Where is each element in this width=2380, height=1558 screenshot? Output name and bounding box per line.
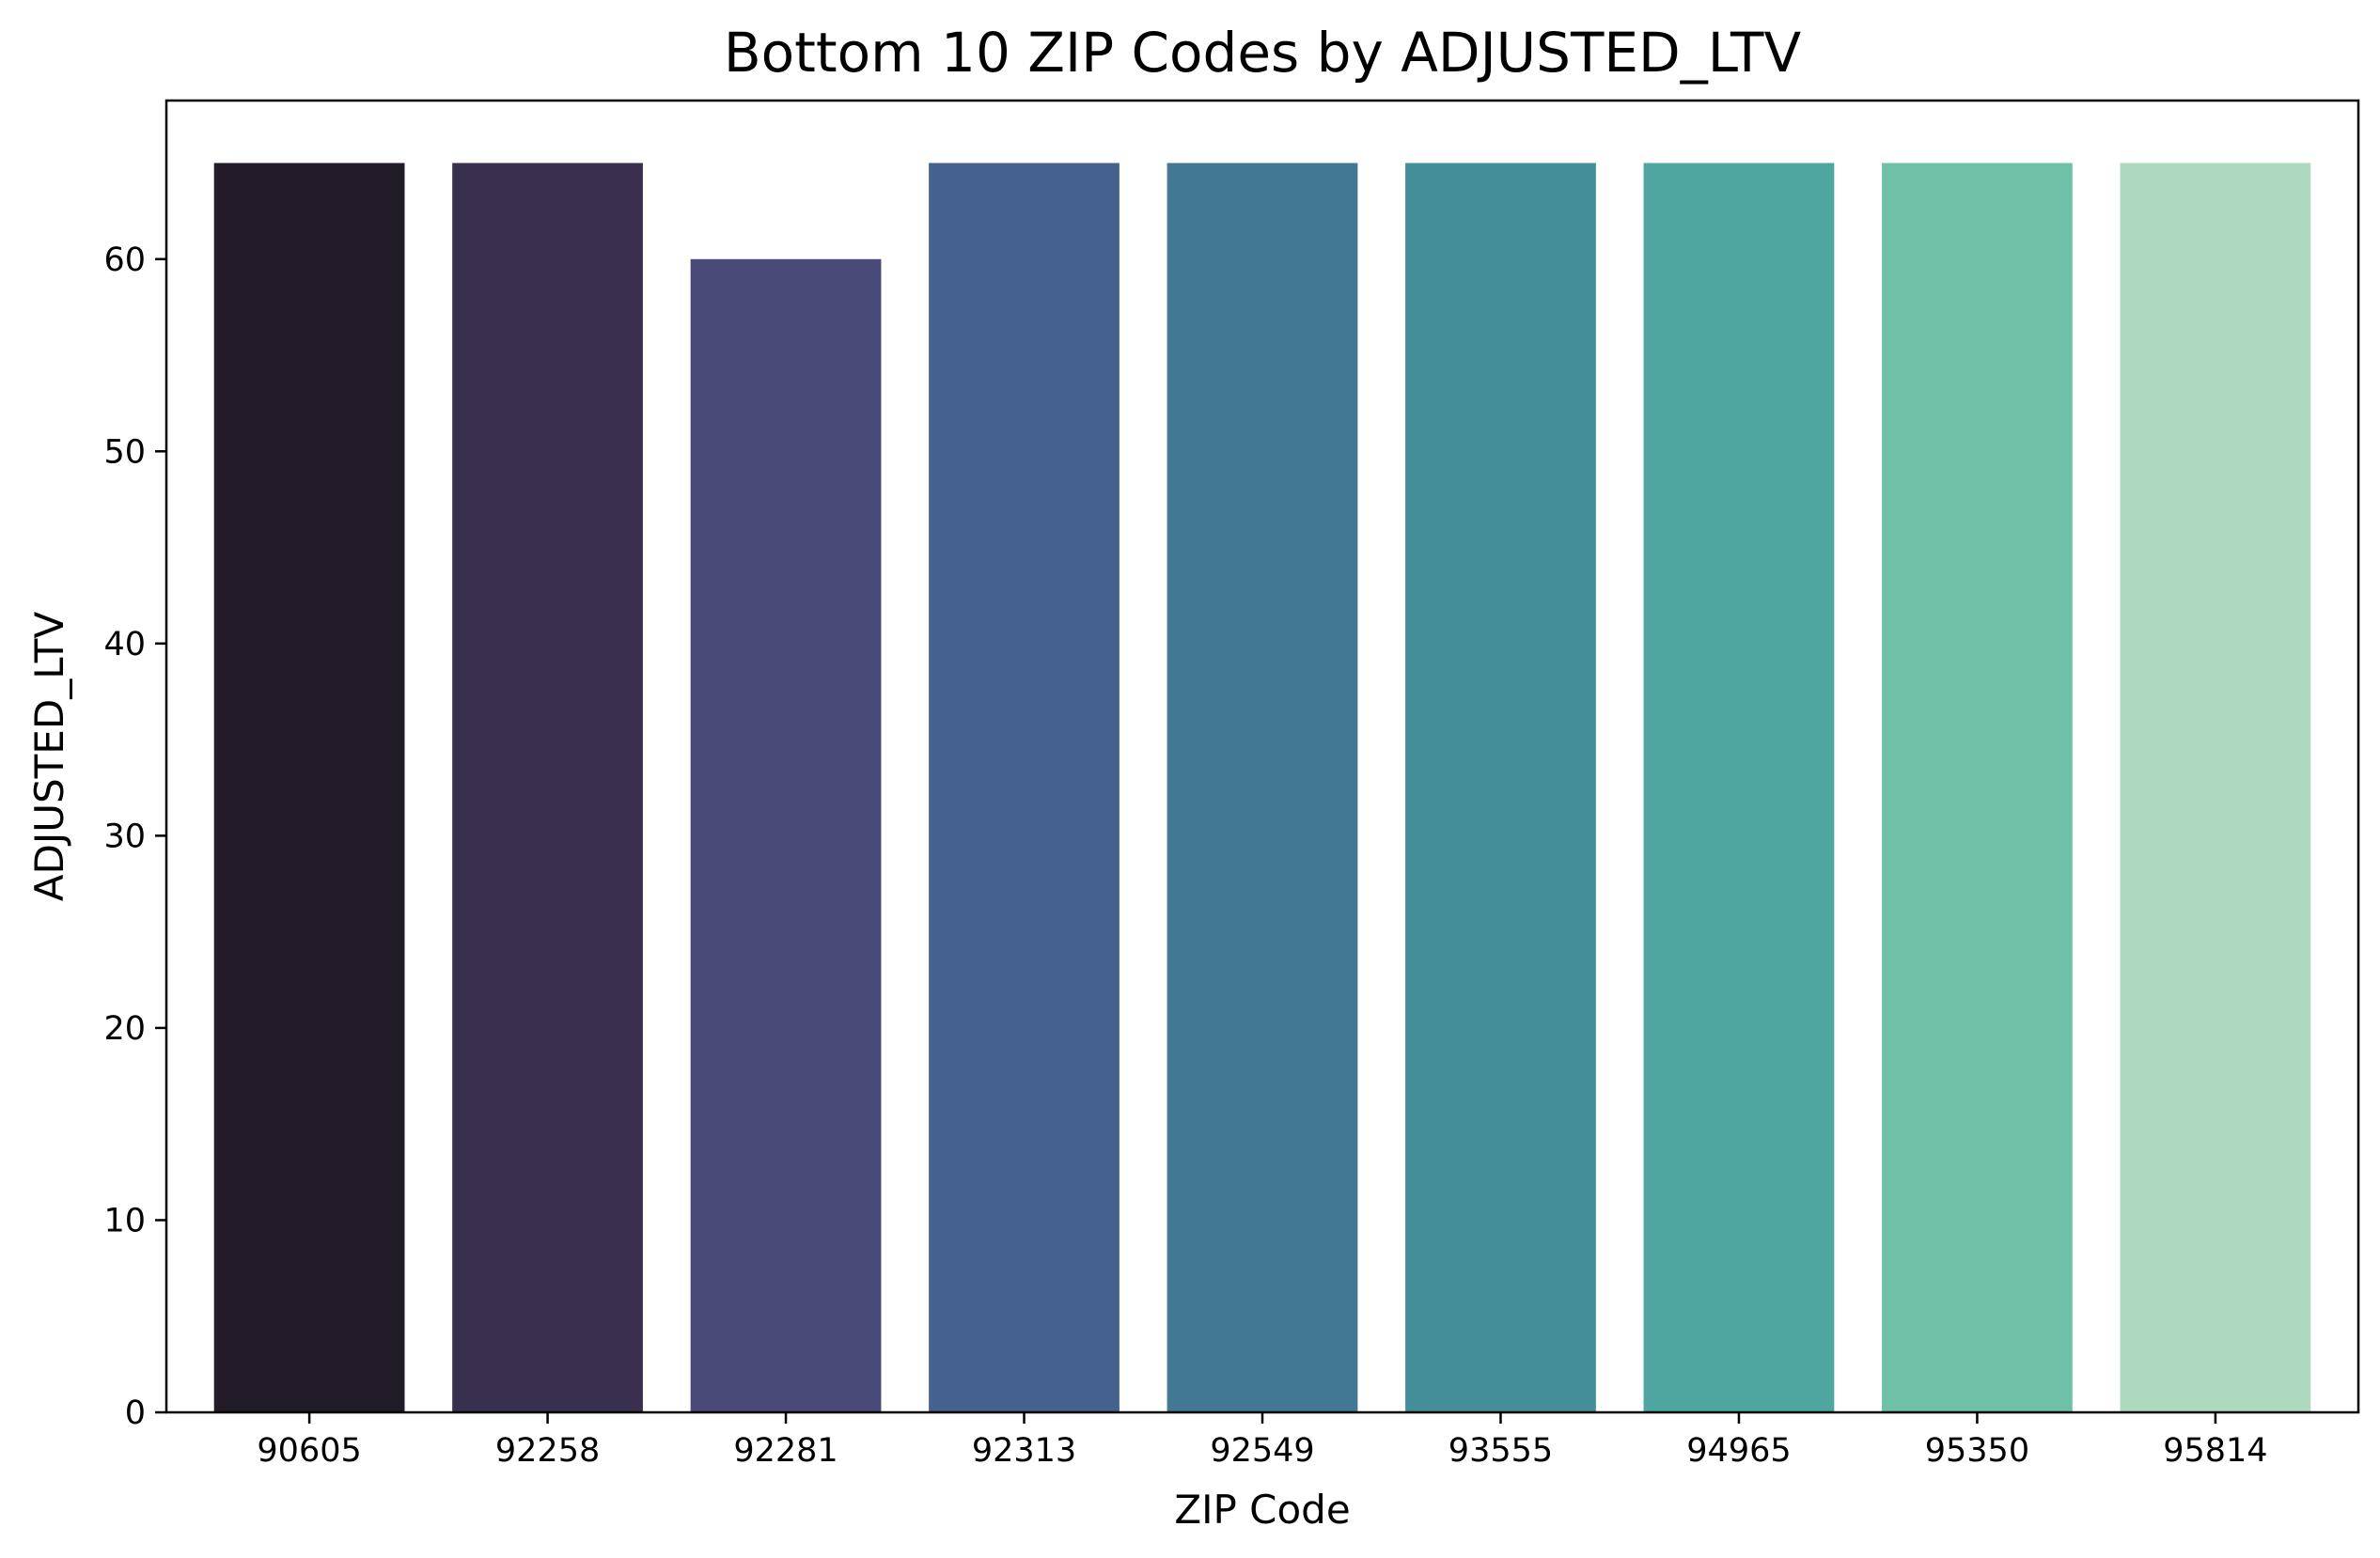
x-tick-label: 92258 [495,1432,600,1470]
y-axis-label: ADJUSTED_LTV [26,612,72,902]
x-tick-label: 95350 [1925,1432,2029,1470]
bar-90605 [213,163,405,1413]
y-tick-label: 0 [125,1394,146,1432]
x-axis-ticks: 90605 92258 92281 92313 92549 93555 94965 95350… [257,1412,2268,1470]
y-tick-label: 30 [103,818,146,855]
bar-95814 [2120,163,2311,1413]
y-tick-label: 40 [103,626,146,663]
bar-95350 [1882,163,2073,1413]
x-axis-label: ZIP Code [1174,1487,1350,1533]
x-tick-label: 95814 [2163,1432,2267,1470]
bars-group [213,163,2311,1413]
bar-92258 [452,163,643,1413]
bar-94965 [1643,163,1835,1413]
y-tick-label: 10 [103,1202,146,1239]
x-tick-label: 94965 [1686,1432,1791,1470]
y-tick-label: 60 [103,241,146,279]
y-axis-ticks: 0 10 20 30 40 50 60 [103,241,166,1432]
bar-92313 [929,163,1120,1413]
x-tick-label: 90605 [257,1432,361,1470]
chart-title: Bottom 10 ZIP Codes by ADJUSTED_LTV [724,21,1802,85]
x-tick-label: 92313 [972,1432,1076,1470]
x-tick-label: 92549 [1210,1432,1314,1470]
x-tick-label: 92281 [733,1432,838,1470]
plot-area-frame [164,99,2360,1414]
bar-92549 [1167,163,1358,1413]
bar-92281 [690,258,882,1412]
x-tick-label: 93555 [1448,1432,1553,1470]
y-tick-label: 20 [103,1010,146,1048]
bar-93555 [1405,163,1596,1413]
y-tick-label: 50 [103,433,146,471]
